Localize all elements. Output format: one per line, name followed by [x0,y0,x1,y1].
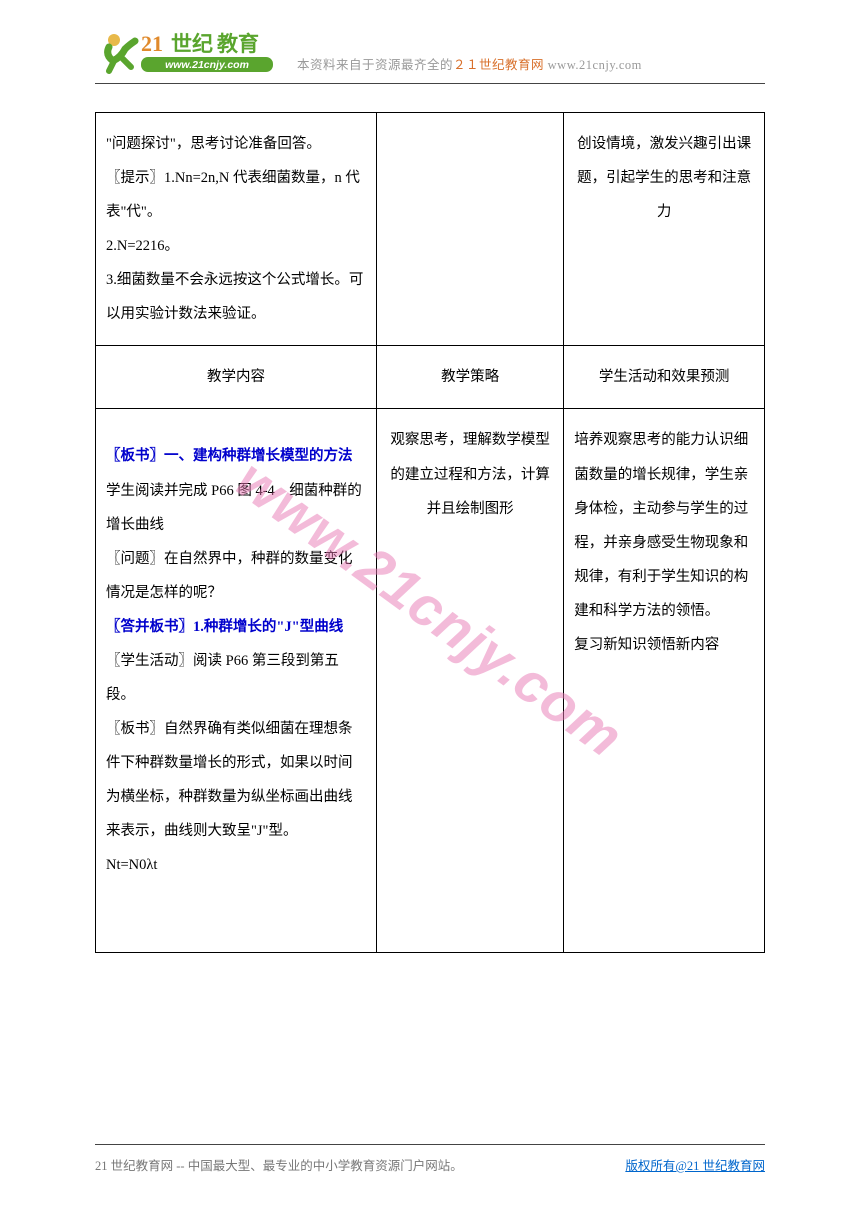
svg-text:世纪: 世纪 [171,32,213,56]
r3c1-p1: 学生阅读并完成 P66 图 4-4 细菌种群的增长曲线 [106,474,366,542]
cell-r3c1: 〖板书〗一、建构种群增长模型的方法 学生阅读并完成 P66 图 4-4 细菌种群… [96,409,377,953]
footer-left: 21 世纪教育网 -- 中国最大型、最专业的中小学教育资源门户网站。 [95,1155,463,1174]
header-prefix: 本资料来自于资源最齐全的 [297,58,453,72]
r3c3-p2: 复习新知识领悟新内容 [574,628,754,662]
svg-text:www.21cnjy.com: www.21cnjy.com [165,59,249,71]
page-footer: 21 世纪教育网 -- 中国最大型、最专业的中小学教育资源门户网站。 版权所有@… [95,1144,765,1174]
table-row: 教学内容 教学策略 学生活动和效果预测 [96,346,765,409]
cell-r1c3: 创设情境，激发兴趣引出课题，引起学生的思考和注意力 [564,113,765,346]
header-content-label: 教学内容 [207,369,265,385]
footer-copyright-link[interactable]: 版权所有@21 世纪教育网 [625,1155,765,1174]
header-strategy-label: 教学策略 [441,369,499,385]
r3c1-p4: 〖板书〗自然界确有类似细菌在理想条件下种群数量增长的形式，如果以时间为横坐标，种… [106,712,366,848]
r3c1-board1: 〖板书〗一、建构种群增长模型的方法 [106,439,366,473]
cell-r3c2: 观察思考，理解数学模型的建立过程和方法，计算并且绘制图形 [376,409,563,953]
r1c1-line3: 2.N=2216。 [106,229,366,263]
header-source-text: 本资料来自于资源最齐全的２１世纪教育网 www.21cnjy.com [297,54,642,77]
r1c1-line4: 3.细菌数量不会永远按这个公式增长。可以用实验计数法来验证。 [106,263,366,331]
site-logo: 21 世纪 教育 www.21cnjy.com [95,27,285,77]
cell-header-content: 教学内容 [96,346,377,409]
r3c1-p2: 〖问题〗在自然界中，种群的数量变化情况是怎样的呢？ [106,542,366,610]
page-header: 21 世纪 教育 www.21cnjy.com 本资料来自于资源最齐全的２１世纪… [95,28,765,84]
cell-r1c1: "问题探讨"，思考讨论准备回答。 〖提示〗1.Nn=2n,N 代表细菌数量，n … [96,113,377,346]
header-highlight: ２１世纪教育网 [453,58,544,72]
r1c3-text: 创设情境，激发兴趣引出课题，引起学生的思考和注意力 [574,127,754,229]
r3c3-p1: 培养观察思考的能力认识细菌数量的增长规律，学生亲身体检，主动参与学生的过程，并亲… [574,423,754,627]
r3c1-p3: 〖学生活动〗阅读 P66 第三段到第五段。 [106,644,366,712]
r3c2-text: 观察思考，理解数学模型的建立过程和方法，计算并且绘制图形 [387,423,553,525]
svg-text:21: 21 [141,31,163,56]
r3c1-board2: 〖答并板书〗1.种群增长的"J"型曲线 [106,610,366,644]
cell-r3c3: 培养观察思考的能力认识细菌数量的增长规律，学生亲身体检，主动参与学生的过程，并亲… [564,409,765,953]
cell-header-strategy: 教学策略 [376,346,563,409]
cell-r1c2 [376,113,563,346]
document-page: 21 世纪 教育 www.21cnjy.com 本资料来自于资源最齐全的２１世纪… [0,0,860,1216]
table-row: "问题探讨"，思考讨论准备回答。 〖提示〗1.Nn=2n,N 代表细菌数量，n … [96,113,765,346]
r1c1-line2: 〖提示〗1.Nn=2n,N 代表细菌数量，n 代表"代"。 [106,161,366,229]
logo-svg: 21 世纪 教育 www.21cnjy.com [95,27,285,77]
svg-text:教育: 教育 [217,32,259,56]
lesson-plan-table: "问题探讨"，思考讨论准备回答。 〖提示〗1.Nn=2n,N 代表细菌数量，n … [95,112,765,953]
r3c1-p5: Nt=N0λt [106,848,366,882]
header-url: www.21cnjy.com [544,58,642,72]
header-activity-label: 学生活动和效果预测 [599,369,730,385]
r1c1-line1: "问题探讨"，思考讨论准备回答。 [106,127,366,161]
table-row: 〖板书〗一、建构种群增长模型的方法 学生阅读并完成 P66 图 4-4 细菌种群… [96,409,765,953]
cell-header-activity: 学生活动和效果预测 [564,346,765,409]
